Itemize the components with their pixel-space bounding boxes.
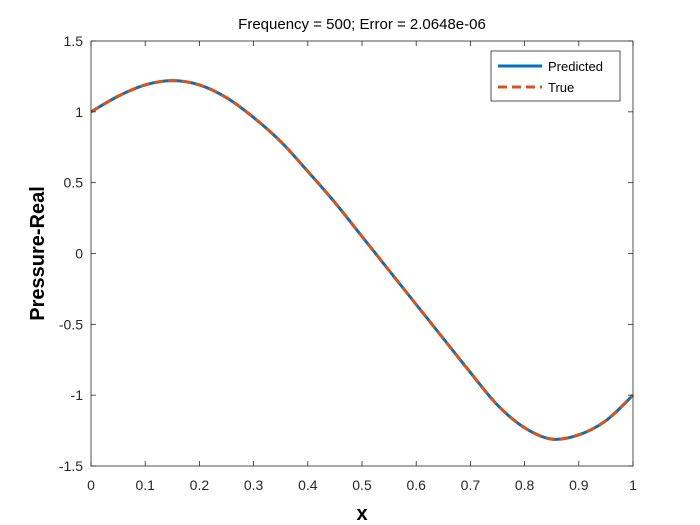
x-tick-label: 0 (87, 477, 95, 493)
y-tick-label: 1.5 (64, 33, 84, 49)
legend-box (490, 50, 621, 102)
x-tick-label: 0.7 (461, 477, 481, 493)
plot-area (91, 41, 633, 466)
x-tick-label: 0.5 (352, 477, 372, 493)
y-tick-label: 0.5 (64, 175, 84, 191)
x-axis-label: x (356, 503, 367, 525)
y-axis-label: Pressure-Real (27, 186, 49, 321)
y-tick-label: -1 (71, 387, 84, 403)
tick-layer: 0 0.1 0.2 0.3 0.4 0.5 0.6 0.7 0.8 0.9 1 -1.5 -1 -0.5 0… (59, 33, 637, 493)
x-tick-label: 0.8 (515, 477, 535, 493)
legend: Predicted True (490, 50, 621, 102)
x-tick-label: 0.6 (406, 477, 426, 493)
series-line-true (90, 79, 635, 441)
x-tick-label: 1 (629, 477, 637, 493)
y-tick-label: -1.5 (59, 458, 83, 474)
series-layer (90, 79, 635, 441)
y-tick-label: 1 (75, 104, 83, 120)
y-tick-label: 0 (75, 246, 83, 262)
x-tick-label: 0.2 (190, 477, 210, 493)
x-tick-label: 0.9 (569, 477, 589, 493)
legend-label-predicted: Predicted (548, 59, 603, 74)
x-tick-label: 0.4 (298, 477, 318, 493)
y-tick-label: -0.5 (59, 316, 83, 332)
x-tick-label: 0.3 (244, 477, 264, 493)
chart-title: Frequency = 500; Error = 2.0648e-06 (238, 16, 486, 33)
x-tick-label: 0.1 (135, 477, 155, 493)
legend-label-true: True (548, 80, 574, 95)
plot-frame (90, 40, 634, 467)
